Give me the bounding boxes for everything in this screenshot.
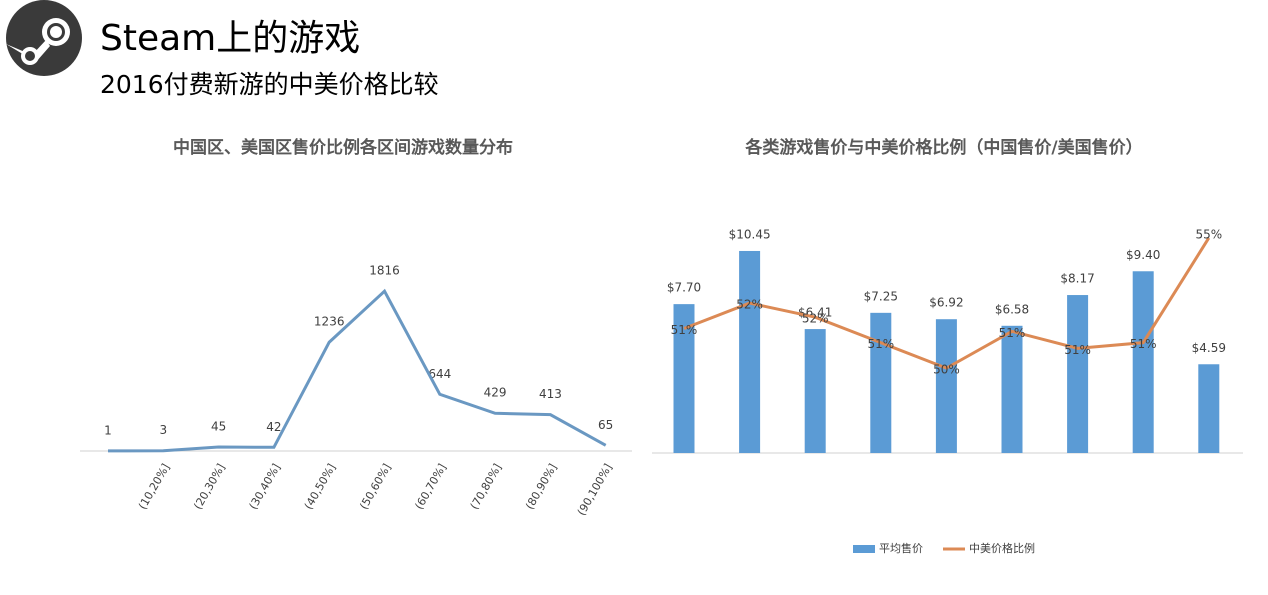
data-label: 1236	[314, 315, 345, 329]
data-label: 51%	[867, 337, 894, 351]
data-label: $4.59	[1192, 341, 1226, 355]
data-label: 429	[484, 386, 507, 400]
data-label: 52%	[802, 312, 829, 326]
data-label: $6.92	[929, 296, 963, 310]
data-label: 51%	[671, 323, 698, 337]
data-label: 50%	[933, 363, 960, 377]
data-label: 52%	[736, 298, 763, 312]
line	[683, 237, 1211, 370]
x-tick-label: (70,80%]	[468, 461, 505, 511]
bar	[1132, 271, 1154, 453]
bar	[804, 329, 826, 453]
data-label: $7.25	[864, 289, 898, 303]
data-label: $6.58	[995, 302, 1029, 316]
legend-swatch	[853, 545, 875, 553]
bar	[673, 304, 695, 453]
bar	[935, 319, 957, 453]
data-label: $10.45	[729, 227, 771, 241]
bar	[1067, 295, 1089, 453]
data-label: 55%	[1195, 227, 1222, 241]
x-tick-label: (50,60%]	[357, 462, 394, 512]
chart-title: 中国区、美国区售价比例各区间游戏数量分布	[173, 137, 513, 158]
bar	[739, 250, 761, 453]
data-label: 51%	[1064, 343, 1091, 357]
x-tick-label: (60,70%]	[412, 462, 449, 512]
x-tick-label: (40,50%]	[302, 462, 339, 512]
data-label: $7.70	[667, 281, 701, 295]
data-label: 1816	[369, 264, 400, 278]
data-label: 51%	[1130, 337, 1157, 351]
data-label: 413	[539, 387, 562, 401]
chart-title: 各类游戏售价与中美价格比例（中国售价/美国售价）	[744, 137, 1142, 158]
legend-label: 平均售价	[879, 541, 923, 555]
slide-subtitle: 2016付费新游的中美价格比较	[100, 70, 439, 99]
x-tick-label: (10,20%]	[136, 462, 173, 512]
x-tick-label: (90,100%]	[575, 462, 615, 518]
x-tick-label: (80,90%]	[523, 462, 560, 512]
data-label: 3	[159, 423, 167, 437]
data-label: $9.40	[1126, 248, 1160, 262]
bar	[1198, 364, 1220, 453]
data-label: 42	[266, 420, 281, 434]
x-tick-label: (30,40%]	[247, 462, 284, 512]
bar	[870, 312, 892, 453]
x-tick-label: (20,30%]	[191, 462, 228, 512]
data-label: 51%	[999, 326, 1026, 340]
data-label: 1	[104, 423, 112, 437]
steam-logo	[6, 0, 82, 76]
data-label: 45	[211, 420, 226, 434]
legend-label: 中美价格比例	[969, 541, 1035, 555]
data-label: 65	[598, 418, 613, 432]
line	[107, 288, 607, 453]
data-label: 644	[428, 367, 451, 381]
slide-title: Steam上的游戏	[100, 18, 360, 59]
bar	[1001, 325, 1023, 453]
data-label: $8.17	[1060, 272, 1094, 286]
